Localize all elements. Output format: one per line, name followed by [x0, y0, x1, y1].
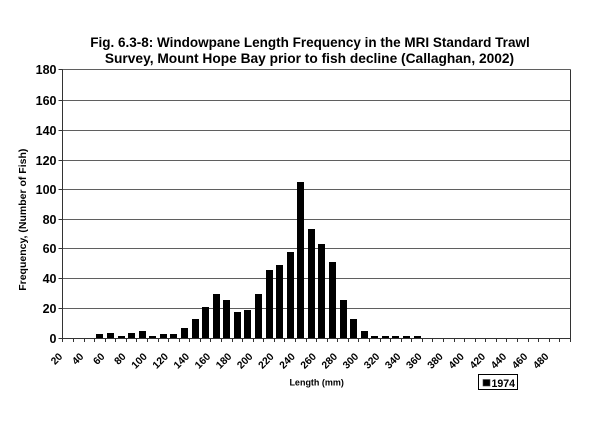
svg-text:0: 0 — [50, 332, 57, 346]
svg-text:180: 180 — [36, 63, 57, 77]
svg-text:100: 100 — [36, 183, 57, 197]
svg-text:40: 40 — [43, 272, 57, 286]
svg-text:80: 80 — [43, 213, 57, 227]
svg-text:140: 140 — [36, 124, 57, 138]
svg-text:160: 160 — [36, 94, 57, 108]
svg-text:120: 120 — [36, 154, 57, 168]
svg-text:Survey, Mount Hope Bay prior t: Survey, Mount Hope Bay prior to fish dec… — [105, 51, 514, 66]
svg-text:20: 20 — [43, 302, 57, 316]
svg-text:60: 60 — [43, 242, 57, 256]
svg-text:1974: 1974 — [492, 378, 516, 390]
svg-text:Fig. 6.3-8: Windowpane Length: Fig. 6.3-8: Windowpane Length Frequency … — [90, 35, 529, 50]
svg-text:Frequency, (Number of Fish): Frequency, (Number of Fish) — [17, 149, 29, 291]
svg-text:Length (mm): Length (mm) — [289, 378, 344, 388]
